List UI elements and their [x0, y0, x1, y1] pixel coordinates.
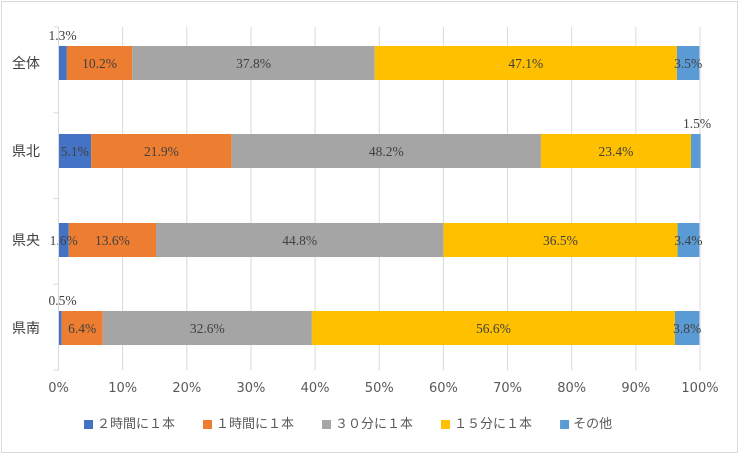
- legend-swatch: [322, 420, 332, 429]
- x-tick-label: 0%: [48, 381, 69, 396]
- data-labels: 1.3% 10.2% 37.8% 47.1% 3.5% 5.1% 21.9% 48.2% 23.…: [48, 28, 711, 336]
- data-label: 1.6%: [50, 233, 78, 248]
- x-tick-label: 10%: [108, 381, 137, 396]
- bar-segment: [61, 311, 103, 345]
- legend-swatch: [84, 420, 93, 429]
- data-label: 6.4%: [68, 321, 96, 336]
- legend-entry: ３０分に１本: [335, 417, 413, 432]
- legend-entry: １５分に１本: [454, 417, 532, 432]
- bar-segment: [66, 46, 133, 80]
- x-tick-label: 30%: [236, 381, 265, 396]
- data-label: 44.8%: [282, 233, 317, 248]
- data-label: 3.8%: [673, 321, 701, 336]
- bar-segment: [540, 134, 692, 168]
- x-tick-label: 50%: [365, 381, 394, 396]
- legend-entry: その他: [573, 417, 612, 432]
- legend-swatch: [560, 420, 570, 429]
- legend: ２時間に１本 １時間に１本 ３０分に１本 １５分に１本 その他: [84, 417, 612, 432]
- bar-segment: [677, 223, 700, 257]
- data-label: 3.5%: [674, 56, 702, 71]
- bar-segment: [156, 223, 444, 257]
- x-tick-label: 100%: [681, 381, 718, 396]
- bar-segment: [691, 134, 701, 168]
- data-label: 21.9%: [144, 144, 179, 159]
- bar-segment: [311, 311, 675, 345]
- x-tick-label: 20%: [172, 381, 201, 396]
- data-label: 5.1%: [61, 144, 89, 159]
- bar-segment: [374, 46, 677, 80]
- bar-segment: [674, 311, 700, 345]
- data-label: 10.2%: [82, 56, 117, 71]
- data-label: 32.6%: [190, 321, 225, 336]
- x-tick-label: 90%: [621, 381, 650, 396]
- data-label: 37.8%: [236, 56, 271, 71]
- data-label: 47.1%: [508, 56, 543, 71]
- bar-segment: [91, 134, 232, 168]
- bar-segment: [231, 134, 541, 168]
- x-tick-label: 80%: [557, 381, 586, 396]
- bars: [58, 46, 701, 345]
- bar-segment: [58, 134, 92, 168]
- legend-entry: ２時間に１本: [97, 417, 175, 432]
- category-label: 全体: [12, 55, 40, 72]
- bar-segment: [676, 46, 700, 80]
- data-label: 0.5%: [48, 293, 76, 308]
- x-tick-label: 60%: [429, 381, 458, 396]
- bar-segment: [102, 311, 312, 345]
- category-label: 県央: [12, 233, 40, 249]
- data-label: 23.4%: [599, 144, 634, 159]
- bar-segment: [58, 46, 67, 80]
- legend-entry: １時間に１本: [216, 417, 294, 432]
- x-tick-label: 40%: [301, 381, 330, 396]
- x-tick-label: 70%: [493, 381, 522, 396]
- data-label: 1.5%: [683, 116, 711, 131]
- data-label: 13.6%: [95, 233, 130, 248]
- category-label: 県南: [12, 321, 40, 337]
- bar-segment: [68, 223, 157, 257]
- legend-swatch: [441, 420, 451, 429]
- data-label: 1.3%: [48, 28, 76, 43]
- bar-segment: [58, 311, 62, 345]
- bar-segment: [132, 46, 375, 80]
- legend-swatch: [203, 420, 213, 429]
- data-label: 48.2%: [369, 144, 404, 159]
- bar-segment: [58, 223, 69, 257]
- bar-segment: [443, 223, 678, 257]
- data-label: 36.5%: [543, 233, 578, 248]
- category-label: 県北: [12, 144, 40, 160]
- data-label: 3.4%: [674, 233, 702, 248]
- axes: 0% 10% 20% 30% 40% 50% 60% 70% 80% 90% 100% 全体県北県央県…: [12, 26, 719, 396]
- data-label: 56.6%: [476, 321, 511, 336]
